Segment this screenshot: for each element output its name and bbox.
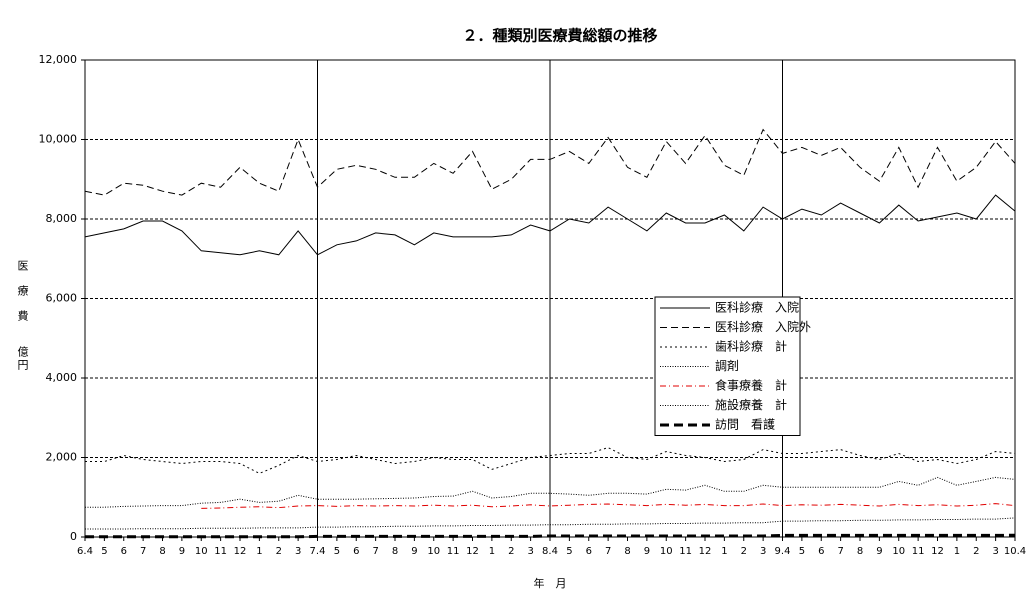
x-tick-label: 11 <box>912 546 925 557</box>
x-tick-label: 3 <box>527 546 533 557</box>
x-tick-label: 5 <box>566 546 572 557</box>
x-tick-label: 2 <box>508 546 514 557</box>
y-tick-label: 2,000 <box>46 451 78 464</box>
x-tick-label: 9 <box>644 546 650 557</box>
x-tick-label: 7 <box>140 546 146 557</box>
x-tick-label: 5 <box>334 546 340 557</box>
chart-title: ２．種類別医療費総額の推移 <box>462 27 657 45</box>
legend-label: 医科診療 入院 <box>715 300 799 315</box>
x-tick-label: 6 <box>121 546 127 557</box>
x-tick-label: 2 <box>741 546 747 557</box>
x-tick-label: 8.4 <box>542 546 558 557</box>
x-tick-label: 9 <box>179 546 185 557</box>
x-tick-label: 12 <box>931 546 944 557</box>
y-tick-label: 8,000 <box>46 212 78 225</box>
x-tick-label: 6.4 <box>77 546 93 557</box>
x-tick-label: 7 <box>372 546 378 557</box>
x-tick-label: 5 <box>101 546 107 557</box>
y-axis-label: 医療費 <box>16 260 29 335</box>
legend-label: 施設療養 計 <box>715 397 787 412</box>
legend-box <box>654 296 801 436</box>
x-tick-label: 10 <box>892 546 905 557</box>
x-tick-label: 10 <box>195 546 208 557</box>
y-tick-label: 10,000 <box>39 133 78 146</box>
x-tick-label: 8 <box>159 546 165 557</box>
x-tick-label: 3 <box>295 546 301 557</box>
x-tick-label: 1 <box>954 546 960 557</box>
x-tick-label: 3 <box>760 546 766 557</box>
legend-label: 訪問 看護 <box>715 417 775 432</box>
y-tick-label: 6,000 <box>46 292 78 305</box>
x-tick-label: 1 <box>489 546 495 557</box>
x-tick-label: 1 <box>256 546 262 557</box>
series-line <box>85 533 1016 539</box>
series-line <box>85 476 1016 508</box>
legend-label: 調剤 <box>715 358 739 373</box>
x-tick-label: 10 <box>660 546 673 557</box>
x-tick-label: 8 <box>857 546 863 557</box>
x-tick-label: 12 <box>699 546 712 557</box>
x-tick-label: 8 <box>624 546 630 557</box>
x-tick-label: 7 <box>837 546 843 557</box>
x-tick-label: 11 <box>679 546 692 557</box>
x-tick-label: 11 <box>214 546 227 557</box>
series-line <box>84 128 1016 196</box>
y-axis-unit: 億円 <box>16 346 29 372</box>
x-tick-label: 9 <box>411 546 417 557</box>
y-tick-label: 12,000 <box>39 53 78 66</box>
x-tick-label: 10.4 <box>1004 546 1026 557</box>
x-tick-label: 8 <box>392 546 398 557</box>
x-tick-label: 9.4 <box>775 546 791 557</box>
x-tick-label: 2 <box>973 546 979 557</box>
x-tick-label: 6 <box>353 546 359 557</box>
legend-label: 食事療養 計 <box>715 378 787 393</box>
x-tick-label: 10 <box>427 546 440 557</box>
x-tick-label: 1 <box>721 546 727 557</box>
series-line <box>201 503 1016 509</box>
x-tick-label: 12 <box>466 546 479 557</box>
x-tick-label: 12 <box>234 546 247 557</box>
x-tick-label: 6 <box>586 546 592 557</box>
series-line <box>85 517 1016 530</box>
x-tick-label: 11 <box>447 546 460 557</box>
y-tick-label: 4,000 <box>46 371 78 384</box>
x-tick-label: 7 <box>605 546 611 557</box>
x-tick-label: 5 <box>799 546 805 557</box>
x-tick-label: 2 <box>276 546 282 557</box>
x-axis-label: 年 月 <box>534 576 567 590</box>
x-tick-label: 6 <box>818 546 824 557</box>
y-tick-label: 0 <box>70 530 77 543</box>
x-tick-label: 3 <box>992 546 998 557</box>
x-tick-label: 7.4 <box>310 546 326 557</box>
series-line <box>84 194 1016 256</box>
legend-label: 医科診療 入院外 <box>715 319 811 334</box>
x-tick-label: 9 <box>876 546 882 557</box>
legend-label: 歯科診療 計 <box>715 339 787 354</box>
series-line <box>85 447 1016 474</box>
